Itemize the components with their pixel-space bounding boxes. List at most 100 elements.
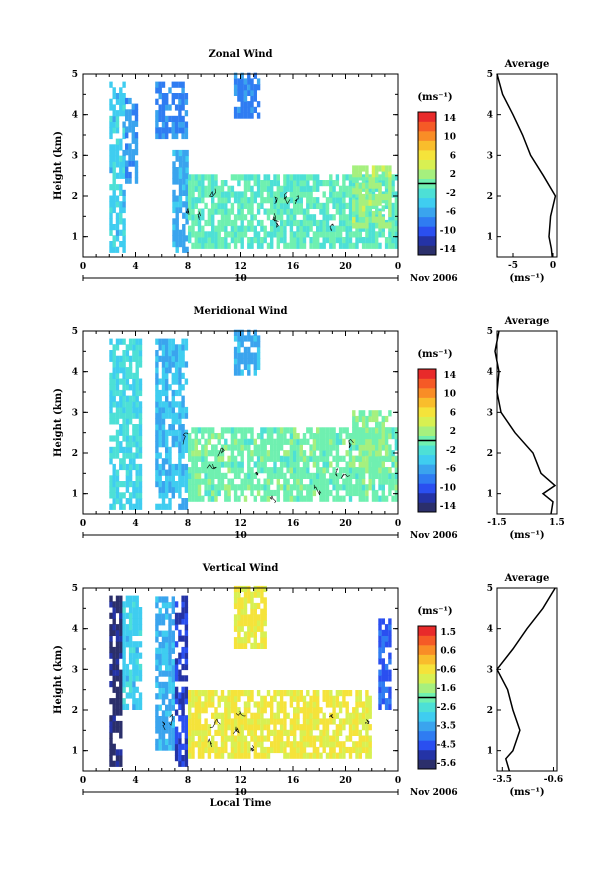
heatmap-cell — [165, 355, 169, 362]
heatmap-cell — [207, 427, 212, 434]
heatmap-cell — [178, 344, 182, 351]
heatmap-cell — [135, 595, 139, 602]
heatmap-cell — [197, 427, 202, 434]
heatmap-cell — [306, 231, 310, 238]
heatmap-cell — [178, 81, 182, 88]
heatmap-cell — [348, 438, 353, 445]
heatmap-cell — [240, 746, 244, 754]
colorbar-label: 10 — [443, 390, 456, 400]
heatmap-cell — [358, 171, 362, 178]
heatmap-cell — [128, 658, 133, 665]
heatmap-cell — [240, 450, 244, 457]
heatmap-cell — [319, 707, 323, 714]
heatmap-cell — [135, 641, 139, 648]
heatmap-cell — [378, 692, 382, 699]
heatmap-cell — [201, 752, 205, 759]
heatmap-cell — [348, 237, 353, 244]
heatmap-cell — [361, 182, 366, 189]
heatmap-cell — [371, 467, 376, 474]
heatmap-cell — [174, 104, 179, 111]
heatmap-cell — [115, 720, 120, 728]
heatmap-cell — [342, 478, 346, 485]
heatmap-cell — [122, 686, 126, 693]
heatmap-cell — [378, 216, 382, 223]
heatmap-cell — [230, 752, 235, 759]
heatmap-cell — [243, 335, 248, 342]
heatmap-cell — [309, 202, 313, 209]
heatmap-cell — [181, 743, 185, 750]
heatmap-cell — [250, 185, 254, 192]
heatmap-cell — [119, 760, 123, 767]
heatmap-cell — [204, 231, 208, 238]
heatmap-cell — [178, 635, 182, 642]
colorbar-swatch — [418, 207, 436, 218]
heatmap-cell — [240, 444, 244, 451]
heatmap-cell — [322, 219, 326, 227]
heatmap-cell — [214, 495, 218, 502]
heatmap-cell — [178, 738, 182, 745]
heatmap-cell — [214, 185, 218, 192]
heatmap-cell — [211, 202, 215, 209]
heatmap-cell — [289, 174, 294, 181]
heatmap-cell — [237, 631, 241, 638]
heatmap-cell — [158, 716, 162, 723]
heatmap-cell — [243, 620, 248, 627]
heatmap-cell — [322, 237, 326, 244]
heatmap-cell — [273, 735, 277, 742]
heatmap-cell — [250, 631, 254, 638]
heatmap-cell — [253, 191, 257, 198]
contour-line — [197, 211, 202, 220]
heatmap-cell — [119, 189, 123, 196]
heatmap-cell — [194, 695, 198, 702]
heatmap-cell — [197, 208, 202, 215]
heatmap-cell — [158, 81, 162, 88]
heatmap-cell — [128, 120, 132, 127]
heatmap-cell — [184, 663, 189, 671]
heatmap-cell — [279, 461, 284, 468]
heatmap-cell — [316, 712, 320, 719]
heatmap-cell — [178, 418, 182, 425]
heatmap-cell — [293, 174, 297, 181]
heatmap-cell — [197, 712, 202, 719]
heatmap-cell — [289, 237, 294, 244]
heatmap-cell — [161, 710, 166, 717]
heatmap-cell — [119, 669, 123, 676]
heatmap-cell — [352, 707, 356, 714]
heatmap-cell — [188, 724, 192, 731]
heatmap-cell — [286, 729, 290, 736]
heatmap-cell — [155, 664, 159, 671]
heatmap-cell — [266, 718, 271, 725]
heatmap-cell — [158, 463, 162, 471]
heatmap-cell — [168, 676, 172, 683]
heatmap-cell — [302, 433, 307, 440]
heatmap-cell — [286, 467, 290, 474]
heatmap-cell — [325, 495, 330, 502]
heatmap-cell — [355, 478, 359, 485]
heatmap-cell — [243, 363, 248, 370]
heatmap-cell — [355, 467, 359, 474]
heatmap-cell — [299, 707, 303, 714]
heatmap-cell — [283, 472, 287, 479]
heatmap-cell — [188, 735, 192, 742]
heatmap-cell — [358, 205, 362, 212]
heatmap-cell — [247, 78, 251, 85]
heatmap-cell — [172, 167, 176, 174]
heatmap-cell — [361, 242, 366, 249]
heatmap-cell — [128, 629, 133, 636]
heatmap-cell — [230, 208, 235, 215]
heatmap-cell — [263, 180, 267, 187]
heatmap-cell — [240, 89, 244, 96]
heatmap-cell — [329, 214, 333, 221]
heatmap-cell — [279, 438, 284, 445]
heatmap-cell — [289, 197, 294, 204]
day-label: 10 — [234, 274, 247, 284]
heatmap-cell — [112, 384, 116, 391]
heatmap-cell — [184, 658, 189, 665]
heatmap-cell — [122, 121, 126, 128]
heatmap-cell — [109, 355, 113, 362]
heatmap-cell — [171, 401, 175, 408]
heatmap-cell — [125, 143, 129, 150]
heatmap-cell — [204, 185, 208, 192]
heatmap-cell — [128, 641, 133, 648]
heatmap-cell — [348, 208, 353, 215]
